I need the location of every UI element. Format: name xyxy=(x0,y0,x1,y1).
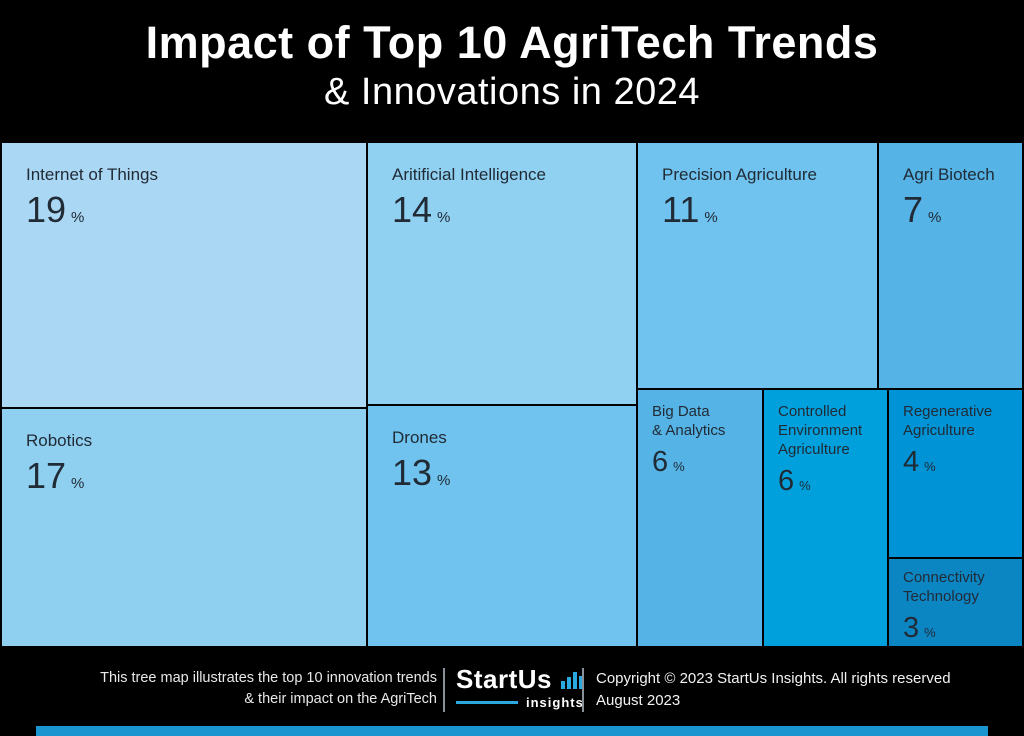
cell-value: 7% xyxy=(903,190,998,238)
treemap-cell-connectivity-technology: Connectivity Technology 3% xyxy=(889,559,1022,646)
percent-sign: % xyxy=(928,209,942,226)
treemap-cell-controlled-environment-agriculture: Controlled Environment Agriculture 6% xyxy=(764,390,887,646)
bottom-accent-bar xyxy=(36,726,988,736)
footer-caption: This tree map illustrates the top 10 inn… xyxy=(100,668,437,710)
treemap-cell-drones: Drones 13% xyxy=(368,406,636,646)
footer: This tree map illustrates the top 10 inn… xyxy=(0,648,1024,736)
treemap-cell-robotics: Robotics 17% xyxy=(2,409,366,646)
cell-value: 13% xyxy=(392,453,612,501)
cell-value: 4% xyxy=(903,446,1008,483)
treemap: Internet of Things 19% Robotics 17% Arit… xyxy=(0,140,1024,648)
cell-label: Internet of Things xyxy=(26,165,158,184)
cell-label: Aritificial Intelligence xyxy=(392,165,547,184)
page-title-line1: Impact of Top 10 AgriTech Trends xyxy=(145,17,879,68)
logo-brand-text: StartUs xyxy=(456,664,552,694)
cell-value: 19% xyxy=(26,190,342,238)
footer-caption-line1: This tree map illustrates the top 10 inn… xyxy=(100,670,437,686)
treemap-cell-artificial-intelligence: Aritificial Intelligence 14% xyxy=(368,143,636,404)
copyright-text: Copyright © 2023 StartUs Insights. All r… xyxy=(596,668,951,712)
cell-value: 14% xyxy=(392,190,612,238)
logo-subtitle: insights xyxy=(526,695,584,710)
percent-sign: % xyxy=(437,209,451,226)
percent-sign: % xyxy=(799,478,811,493)
cell-value-number: 3 xyxy=(903,612,920,644)
cell-label: Controlled Environment Agriculture xyxy=(778,403,863,458)
cell-label: Connectivity Technology xyxy=(903,569,985,605)
percent-sign: % xyxy=(71,475,85,492)
logo-underline xyxy=(456,701,518,704)
treemap-cell-internet-of-things: Internet of Things 19% xyxy=(2,143,366,407)
cell-value-number: 6 xyxy=(778,465,795,497)
footer-divider-left xyxy=(443,668,445,712)
cell-value: 3% xyxy=(903,612,1008,649)
footer-divider-right xyxy=(582,668,584,712)
cell-label: Regenerative Agriculture xyxy=(903,403,993,439)
bar-4 xyxy=(578,676,583,689)
header: Impact of Top 10 AgriTech Trends & Innov… xyxy=(0,0,1024,140)
cell-label: Drones xyxy=(392,428,447,447)
treemap-cell-precision-agriculture: Precision Agriculture 11% xyxy=(638,143,877,388)
treemap-cell-regenerative-agriculture: Regenerative Agriculture 4% xyxy=(889,390,1022,557)
cell-label: Big Data & Analytics xyxy=(652,403,726,439)
percent-sign: % xyxy=(704,209,718,226)
cell-value-number: 14 xyxy=(392,189,433,230)
percent-sign: % xyxy=(924,459,936,474)
percent-sign: % xyxy=(71,209,85,226)
copyright-line2: August 2023 xyxy=(596,692,681,709)
cell-label: Precision Agriculture xyxy=(662,165,817,184)
percent-sign: % xyxy=(673,459,685,474)
treemap-cell-big-data-analytics: Big Data & Analytics 6% xyxy=(638,390,762,646)
copyright-line1: Copyright © 2023 StartUs Insights. All r… xyxy=(596,670,951,687)
treemap-cell-agri-biotech: Agri Biotech 7% xyxy=(879,143,1022,388)
logo-top-row: StartUs xyxy=(456,666,584,692)
cell-value-number: 4 xyxy=(903,446,920,478)
cell-value: 17% xyxy=(26,456,342,504)
bar-1 xyxy=(560,681,565,689)
bar-2 xyxy=(566,677,571,689)
percent-sign: % xyxy=(924,625,936,640)
cell-value-number: 19 xyxy=(26,189,67,230)
cell-value-number: 7 xyxy=(903,189,924,230)
cell-value-number: 11 xyxy=(662,189,700,230)
cell-label: Robotics xyxy=(26,431,93,450)
bar-chart-icon xyxy=(559,672,583,689)
page-title-line2: & Innovations in 2024 xyxy=(324,71,700,113)
logo-bottom-row: insights xyxy=(456,695,584,710)
cell-label: Agri Biotech xyxy=(903,165,995,184)
cell-value-number: 13 xyxy=(392,452,433,493)
cell-value: 6% xyxy=(652,446,748,483)
cell-value-number: 6 xyxy=(652,446,669,478)
percent-sign: % xyxy=(437,472,451,489)
bar-3 xyxy=(572,672,577,689)
cell-value: 11% xyxy=(662,190,853,238)
cell-value: 6% xyxy=(778,465,873,502)
footer-caption-line2: & their impact on the AgriTech xyxy=(244,691,437,707)
cell-value-number: 17 xyxy=(26,455,67,496)
startus-logo: StartUs insights xyxy=(456,666,584,710)
